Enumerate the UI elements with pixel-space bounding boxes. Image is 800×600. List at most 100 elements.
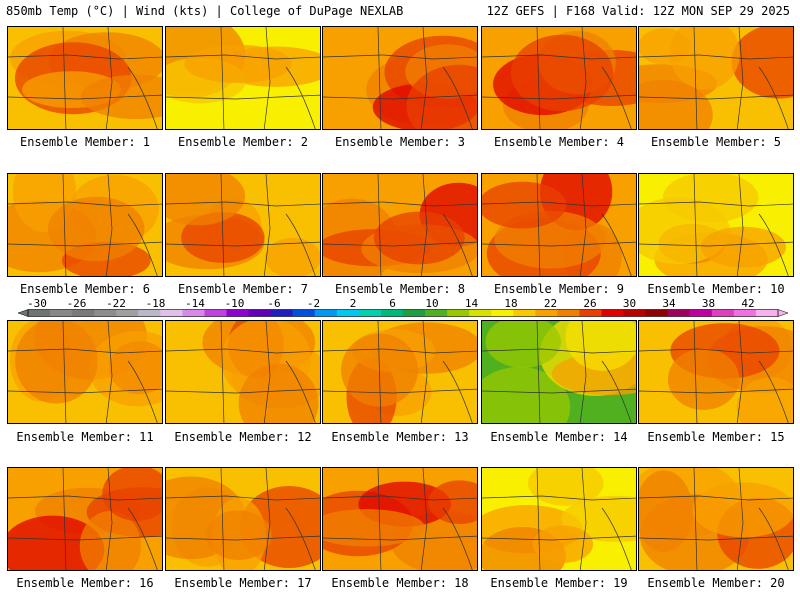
- temperature-map: [8, 321, 162, 423]
- colorbar-tick-label: 22: [543, 297, 558, 310]
- colorbar-max-arrow: [777, 309, 789, 317]
- colorbar-swatch: [138, 309, 161, 317]
- panel-label: Ensemble Member: 18: [331, 576, 469, 590]
- colorbar-swatch: [314, 309, 338, 317]
- colorbar-tick-label: 10: [425, 297, 439, 310]
- temperature-map: [166, 27, 320, 129]
- colorbar-swatch: [358, 309, 382, 317]
- temperature-map: [639, 468, 793, 570]
- temperature-map: [8, 27, 162, 129]
- chart-title: 850mb Temp (°C) | Wind (kts) | College o…: [6, 4, 404, 18]
- colorbar-tick-label: -30: [27, 297, 47, 310]
- colorbar-tick-label: 26: [583, 297, 597, 310]
- temperature-map: [8, 174, 162, 276]
- valid-time: 12Z GEFS | F168 Valid: 12Z MON SEP 29 20…: [486, 4, 790, 18]
- temperature-map: [8, 468, 162, 570]
- ensemble-panel: [322, 320, 478, 424]
- temperature-map: [166, 321, 320, 423]
- panel-label: Ensemble Member: 9: [493, 282, 625, 296]
- ensemble-panel: [165, 320, 321, 424]
- ensemble-panel: [638, 173, 794, 277]
- temperature-map: [166, 174, 320, 276]
- colorbar-tick-label: 2: [349, 297, 357, 310]
- colorbar-swatch: [513, 309, 536, 317]
- colorbar-swatch: [601, 309, 625, 317]
- colorbar-swatch: [160, 309, 183, 317]
- colorbar-tick-label: 30: [622, 297, 637, 310]
- colorbar-tick-label: -26: [66, 297, 87, 310]
- temperature-map: [323, 321, 477, 423]
- ensemble-panel: [165, 173, 321, 277]
- temperature-map: [639, 27, 793, 129]
- colorbar-swatch: [50, 309, 73, 317]
- panel-label: Ensemble Member: 1: [19, 135, 151, 149]
- colorbar-swatch: [270, 309, 294, 317]
- temperature-map: [639, 174, 793, 276]
- colorbar-tick-label: 18: [504, 297, 518, 310]
- panel-label: Ensemble Member: 16: [16, 576, 154, 590]
- colorbar-swatch: [226, 309, 250, 317]
- colorbar-swatch: [72, 309, 95, 317]
- ensemble-panel: [7, 26, 163, 130]
- colorbar-swatch: [645, 309, 669, 317]
- ensemble-panel: [165, 26, 321, 130]
- panel-label: Ensemble Member: 12: [174, 430, 312, 444]
- panel-label: Ensemble Member: 11: [16, 430, 154, 444]
- panel-label: Ensemble Member: 5: [650, 135, 782, 149]
- colorbar-swatch: [623, 309, 647, 317]
- panel-label: Ensemble Member: 15: [647, 430, 785, 444]
- colorbar-tick-label: 42: [741, 297, 755, 310]
- colorbar-swatch: [248, 309, 272, 317]
- panel-label: Ensemble Member: 7: [177, 282, 309, 296]
- colorbar-swatch: [204, 309, 228, 317]
- colorbar-tick-label: 38: [701, 297, 716, 310]
- temperature-map: [323, 27, 477, 129]
- colorbar-swatch: [182, 309, 205, 317]
- ensemble-panel: [638, 467, 794, 571]
- temperature-map: [323, 468, 477, 570]
- colorbar-min-arrow: [17, 309, 29, 317]
- ensemble-panel: [322, 467, 478, 571]
- colorbar-swatch: [491, 309, 514, 317]
- colorbar-swatch: [425, 309, 448, 317]
- colorbar-swatch: [336, 309, 360, 317]
- colorbar-swatch: [403, 309, 426, 317]
- ensemble-panel: [7, 467, 163, 571]
- colorbar-tick-label: 34: [662, 297, 676, 310]
- temperature-map: [482, 468, 636, 570]
- ensemble-panel: [7, 320, 163, 424]
- colorbar-tick-label: -2: [306, 297, 321, 310]
- panel-label: Ensemble Member: 10: [647, 282, 785, 296]
- colorbar-tick-label: 14: [464, 297, 479, 310]
- colorbar-swatch: [535, 309, 558, 317]
- ensemble-panel: [638, 26, 794, 130]
- panel-label: Ensemble Member: 3: [334, 135, 466, 149]
- ensemble-panel: [322, 26, 478, 130]
- temperature-map: [639, 321, 793, 423]
- colorbar-swatch: [469, 309, 492, 317]
- colorbar-swatch: [380, 309, 404, 317]
- colorbar-swatch: [755, 309, 779, 317]
- colorbar-swatch: [292, 309, 316, 317]
- ensemble-panel: [481, 467, 637, 571]
- colorbar-swatch: [94, 309, 117, 317]
- panel-label: Ensemble Member: 14: [490, 430, 628, 444]
- colorbar-swatch: [711, 309, 735, 317]
- colorbar-swatch: [28, 309, 51, 317]
- colorbar-tick-label: 6: [389, 297, 396, 310]
- colorbar-tick-label: -10: [224, 297, 245, 310]
- ensemble-panel: [322, 173, 478, 277]
- temperature-map: [323, 174, 477, 276]
- ensemble-panel: [481, 173, 637, 277]
- colorbar-tick-label: -22: [106, 297, 126, 310]
- colorbar-tick-label: -18: [145, 297, 166, 310]
- ensemble-panel: [638, 320, 794, 424]
- ensemble-panel: [165, 467, 321, 571]
- colorbar: [17, 309, 789, 317]
- ensemble-panel: [481, 320, 637, 424]
- temperature-map: [482, 174, 636, 276]
- ensemble-panel: [481, 26, 637, 130]
- panel-label: Ensemble Member: 4: [493, 135, 625, 149]
- panel-label: Ensemble Member: 2: [177, 135, 309, 149]
- colorbar-swatch: [667, 309, 691, 317]
